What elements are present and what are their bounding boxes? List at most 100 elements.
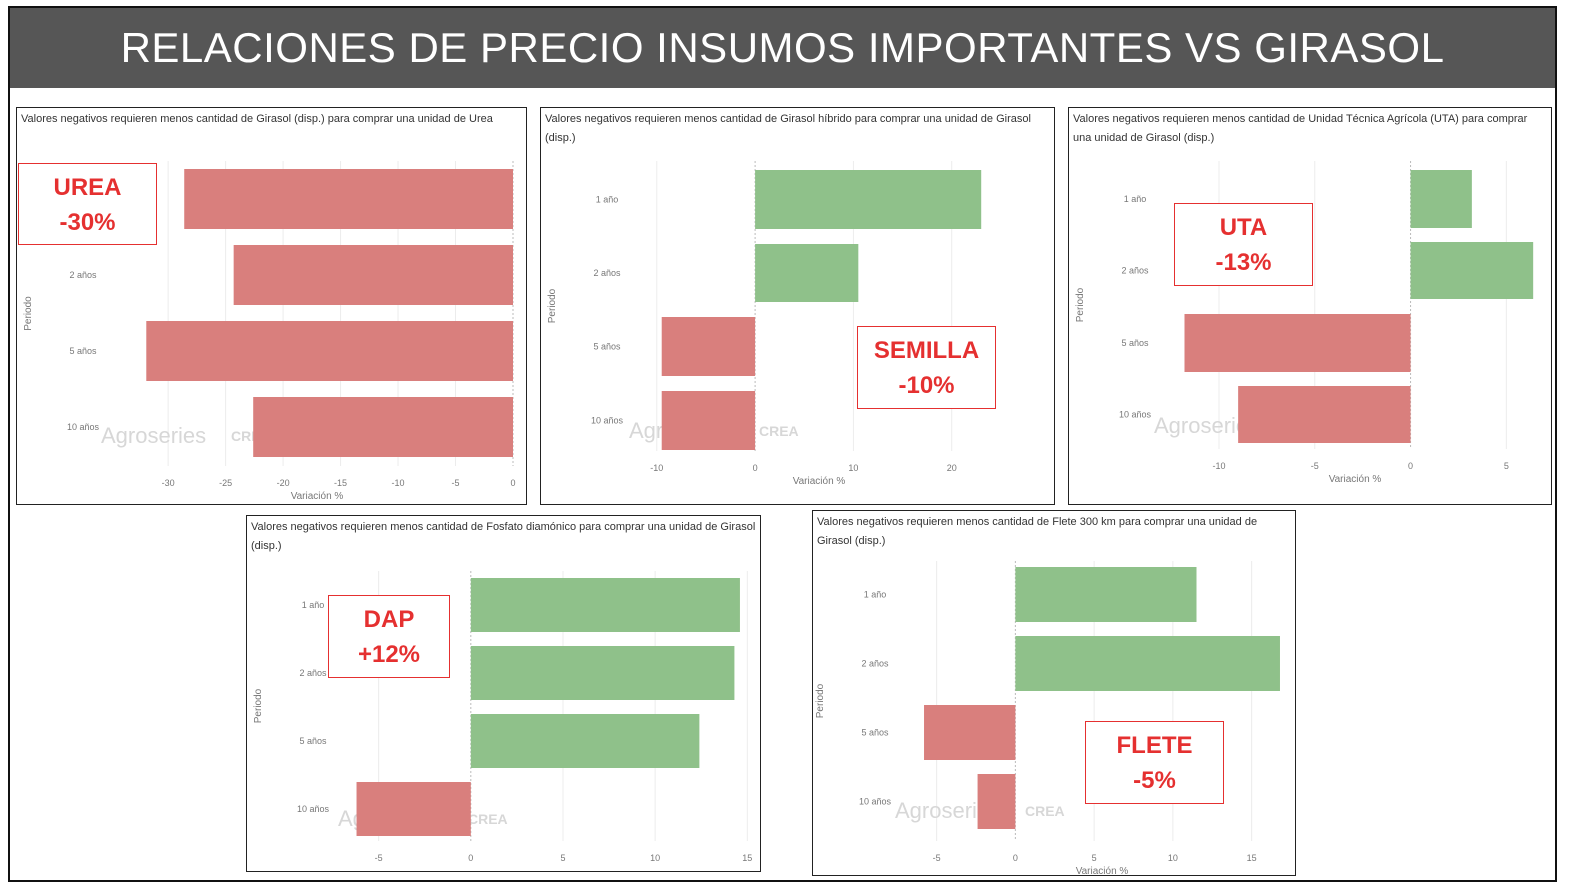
callout-value: -5%	[1133, 767, 1176, 794]
bar-2	[661, 317, 756, 376]
chart-subtitle: Valores negativos requieren menos cantid…	[545, 113, 1031, 144]
bar-2	[470, 714, 700, 768]
x-tick-label: -15	[334, 478, 347, 488]
chart-flete: Valores negativos requieren menos cantid…	[812, 510, 1296, 877]
callout-urea: UREA -30%	[18, 163, 157, 245]
bar-1	[755, 244, 859, 302]
x-tick-label: 5	[1092, 853, 1097, 863]
category-label: 2 años	[593, 268, 621, 278]
category-label: 2 años	[299, 668, 327, 678]
callout-value: +12%	[357, 641, 421, 668]
x-tick-label: 0	[510, 478, 515, 488]
y-axis-label: Periodo	[1075, 287, 1086, 322]
y-axis-label: Periodo	[815, 683, 826, 718]
x-tick-label: -5	[1311, 461, 1319, 471]
callout-flete: FLETE -5%	[1085, 721, 1224, 804]
x-tick-label: -10	[650, 463, 663, 473]
bar-3	[661, 391, 756, 450]
category-label: 1 año	[1124, 194, 1147, 204]
category-label: 1 año	[596, 195, 619, 205]
x-tick-label: -10	[1212, 461, 1225, 471]
bar-0	[184, 169, 513, 229]
category-label: 2 años	[1121, 266, 1149, 276]
bar-1	[1410, 242, 1534, 299]
x-tick-label: 0	[468, 853, 473, 863]
bar-3	[977, 774, 1016, 829]
bar-3	[356, 782, 471, 836]
bar-1	[470, 646, 735, 700]
bar-2	[1184, 314, 1411, 372]
x-tick-label: -10	[392, 478, 405, 488]
bar-2	[924, 705, 1016, 760]
x-tick-label: 10	[1168, 853, 1178, 863]
x-tick-label: 15	[742, 853, 752, 863]
y-axis-label: Periodo	[253, 688, 264, 723]
bar-0	[755, 170, 982, 229]
category-label: 2 años	[69, 270, 97, 280]
x-tick-label: -5	[375, 853, 383, 863]
callout-value: -10%	[898, 372, 955, 399]
category-label: 10 años	[67, 422, 100, 432]
callout-name: FLETE	[1116, 732, 1193, 759]
watermark-logo: CREA	[1025, 803, 1065, 819]
category-label: 5 años	[69, 346, 97, 356]
x-tick-label: 0	[753, 463, 758, 473]
x-tick-label: -25	[219, 478, 232, 488]
category-label: 1 año	[302, 600, 325, 610]
x-tick-label: 20	[947, 463, 957, 473]
bar-3	[1238, 386, 1411, 443]
x-axis-label: Variación %	[291, 491, 344, 502]
callout-value: -13%	[1215, 249, 1272, 276]
category-label: 2 años	[861, 659, 889, 669]
bar-0	[1410, 170, 1472, 228]
x-tick-label: -20	[277, 478, 290, 488]
title-banner: RELACIONES DE PRECIO INSUMOS IMPORTANTES…	[10, 8, 1555, 88]
chart-subtitle: Valores negativos requieren menos cantid…	[817, 516, 1258, 547]
x-axis-label: Variación %	[1329, 474, 1382, 485]
watermark-logo: CREA	[468, 811, 508, 827]
callout-name: UREA	[53, 174, 122, 201]
x-tick-label: 5	[560, 853, 565, 863]
x-tick-label: 0	[1013, 853, 1018, 863]
category-label: 5 años	[593, 342, 621, 352]
callout-name: UTA	[1219, 214, 1268, 241]
y-axis-label: Periodo	[23, 296, 34, 331]
x-tick-label: -5	[452, 478, 460, 488]
category-label: 10 años	[859, 797, 892, 807]
page-title: RELACIONES DE PRECIO INSUMOS IMPORTANTES…	[120, 24, 1445, 71]
chart-semilla: Valores negativos requieren menos cantid…	[540, 107, 1055, 505]
chart-subtitle: Valores negativos requieren menos cantid…	[251, 521, 756, 552]
bar-1	[233, 245, 513, 305]
x-axis-label: Variación %	[1076, 866, 1129, 877]
category-label: 5 años	[861, 728, 889, 738]
chart-urea: Valores negativos requieren menos cantid…	[16, 107, 527, 505]
callout-uta: UTA -13%	[1174, 203, 1313, 286]
bar-0	[470, 578, 740, 632]
x-tick-label: 5	[1504, 461, 1509, 471]
callout-dap: DAP +12%	[328, 595, 450, 678]
x-tick-label: 10	[848, 463, 858, 473]
category-label: 10 años	[1119, 410, 1152, 420]
x-tick-label: 0	[1408, 461, 1413, 471]
bar-2	[146, 321, 513, 381]
x-tick-label: -30	[162, 478, 175, 488]
callout-name: SEMILLA	[873, 337, 980, 364]
watermark-logo: CREA	[759, 423, 799, 439]
callout-value: -30%	[59, 209, 116, 236]
x-tick-label: 15	[1247, 853, 1257, 863]
callout-semilla: SEMILLA -10%	[857, 326, 996, 409]
chart-uta: Valores negativos requieren menos cantid…	[1068, 107, 1552, 505]
chart-subtitle: Valores negativos requieren menos cantid…	[1073, 113, 1528, 144]
x-tick-label: 10	[650, 853, 660, 863]
callout-name: DAP	[363, 606, 415, 633]
bar-0	[1015, 567, 1197, 622]
chart-dap: Valores negativos requieren menos cantid…	[246, 515, 761, 872]
category-label: 10 años	[297, 804, 330, 814]
bar-1	[1015, 636, 1280, 691]
bar-3	[253, 397, 514, 457]
